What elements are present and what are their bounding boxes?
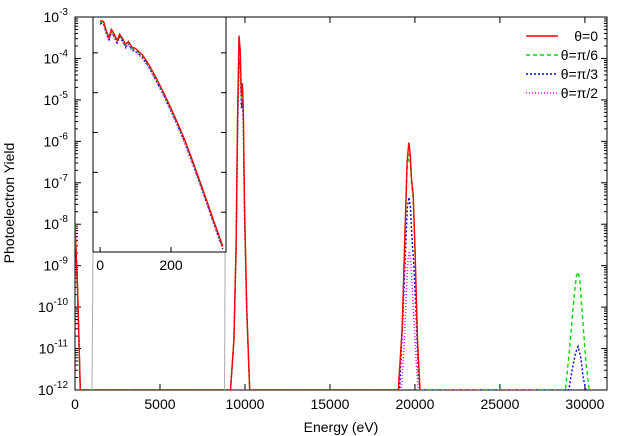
y-tick-label: 10-4: [44, 48, 69, 66]
x-axis-title: Energy (eV): [304, 419, 379, 435]
y-tick-label: 10-6: [44, 131, 69, 149]
legend-label-3: θ=π/2: [561, 85, 599, 101]
series-layer: [75, 35, 590, 390]
y-tick-label: 10-8: [44, 214, 69, 232]
y-tick-label: 10-12: [38, 380, 68, 398]
y-tick-label: 10-11: [39, 339, 69, 357]
inset-connector-left: [91, 251, 94, 391]
x-tick-label: 5000: [144, 396, 175, 412]
y-axis-title: Photoelectron Yield: [1, 143, 17, 264]
x-tick-label: 20000: [395, 396, 434, 412]
inset-curve-3: [99, 19, 224, 247]
y-tick-label: 10-9: [44, 256, 69, 274]
x-tick-label: 0: [71, 396, 79, 412]
x-tick-label: 15000: [310, 396, 349, 412]
y-axis-ticks: 10-12 10-11 10-10 10-9 10-8 10-7 10-6 10-5 10-4 1…: [38, 7, 607, 398]
legend-label-0: θ=0: [574, 28, 598, 44]
legend: θ=0 θ=π/6 θ=π/3 θ=π/2: [526, 28, 598, 101]
inset-layer: 0 200: [91, 16, 227, 391]
y-tick-label: 10-5: [44, 90, 69, 108]
y-tick-label: 10-3: [44, 7, 69, 25]
x-tick-label: 30000: [565, 396, 604, 412]
x-tick-label: 25000: [480, 396, 519, 412]
legend-label-1: θ=π/6: [561, 47, 599, 63]
y-tick-label: 10-10: [38, 297, 68, 315]
x-tick-label: 10000: [225, 396, 264, 412]
series-line-0: [75, 35, 421, 390]
legend-label-2: θ=π/3: [561, 66, 599, 82]
inset-x-tick-label: 200: [159, 257, 183, 273]
y-tick-label: 10-7: [44, 173, 69, 191]
inset-frame: [92, 16, 227, 253]
inset-x-tick-label: 0: [96, 257, 104, 273]
